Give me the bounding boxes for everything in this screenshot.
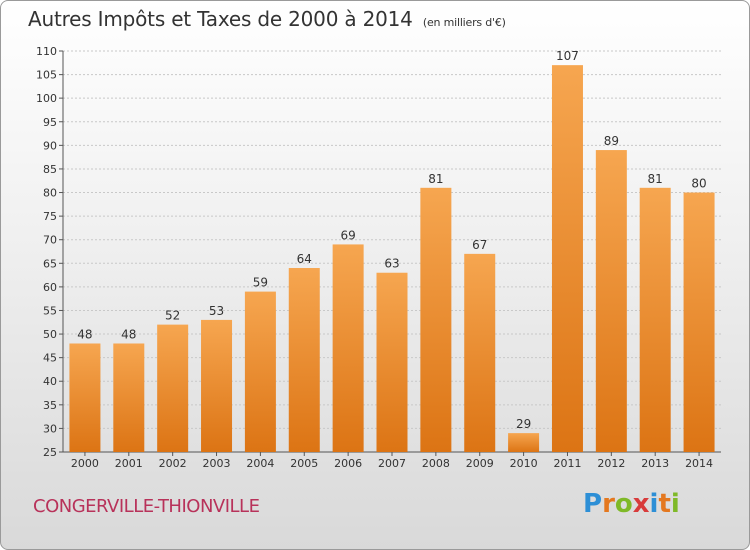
chart-unit: (en milliers d'€) <box>422 16 506 29</box>
data-label: 53 <box>209 304 224 318</box>
bar <box>595 150 627 452</box>
y-tick-label: 110 <box>36 45 57 58</box>
y-tick-label: 25 <box>43 446 57 459</box>
data-label: 59 <box>253 276 268 290</box>
data-label: 52 <box>165 309 180 323</box>
data-label: 107 <box>556 49 579 63</box>
brand-letter: t <box>658 489 671 519</box>
brand-letter: P <box>583 489 603 519</box>
data-label: 81 <box>648 172 663 186</box>
chart-title: Autres Impôts et Taxes de 2000 à 2014 (e… <box>28 7 506 31</box>
y-tick-label: 35 <box>43 399 57 412</box>
data-label: 69 <box>340 228 355 242</box>
y-tick-label: 30 <box>43 422 57 435</box>
bar <box>332 244 364 452</box>
brand-letter: r <box>602 489 615 519</box>
bar <box>288 268 320 452</box>
brand-letter: i <box>670 489 680 519</box>
commune-name: CONGERVILLE-THIONVILLE <box>33 496 260 517</box>
data-label: 80 <box>691 177 706 191</box>
data-label: 64 <box>297 252 312 266</box>
x-tick-label: 2012 <box>597 457 625 470</box>
x-tick-label: 2007 <box>378 457 406 470</box>
bars <box>69 65 715 452</box>
y-tick-label: 40 <box>43 375 57 388</box>
x-tick-label: 2014 <box>685 457 713 470</box>
y-tick-label: 85 <box>43 163 57 176</box>
data-label: 67 <box>472 238 487 252</box>
bar <box>201 319 233 452</box>
x-tick-label: 2002 <box>159 457 187 470</box>
bar <box>157 324 189 452</box>
proxiti-logo: Proxiti <box>583 489 680 519</box>
x-tick-label: 2013 <box>641 457 669 470</box>
bar <box>551 65 583 452</box>
chart-title-text: Autres Impôts et Taxes de 2000 à 2014 <box>28 7 413 31</box>
bar <box>244 291 276 452</box>
x-tick-label: 2009 <box>466 457 494 470</box>
x-tick-label: 2011 <box>553 457 581 470</box>
y-tick-label: 55 <box>43 304 57 317</box>
data-label: 29 <box>516 417 531 431</box>
y-tick-label: 105 <box>36 69 57 82</box>
x-tick-label: 2004 <box>246 457 274 470</box>
data-label: 63 <box>384 257 399 271</box>
brand-letter: x <box>632 489 650 519</box>
bar <box>508 433 540 452</box>
data-label: 48 <box>121 327 136 341</box>
bar <box>464 253 496 452</box>
data-label: 81 <box>428 172 443 186</box>
bar <box>420 187 452 452</box>
brand-letter: i <box>649 489 659 519</box>
y-tick-label: 70 <box>43 234 57 247</box>
bar <box>113 343 145 452</box>
bar <box>376 272 408 452</box>
bar <box>683 192 715 452</box>
x-tick-label: 2005 <box>290 457 318 470</box>
x-tick-label: 2001 <box>115 457 143 470</box>
labels: 25 30 35 40 45 50 55 60 65 70 75 80 85 90 95 100 105 110 4… <box>36 45 713 470</box>
bar <box>69 343 101 452</box>
y-tick-label: 90 <box>43 139 57 152</box>
y-tick-label: 65 <box>43 257 57 270</box>
y-tick-label: 100 <box>36 92 57 105</box>
x-tick-label: 2008 <box>422 457 450 470</box>
x-tick-label: 2003 <box>203 457 231 470</box>
data-label: 89 <box>604 134 619 148</box>
y-tick-label: 45 <box>43 352 57 365</box>
brand-letter: o <box>614 489 633 519</box>
x-tick-label: 2006 <box>334 457 362 470</box>
y-tick-label: 75 <box>43 210 57 223</box>
y-tick-label: 50 <box>43 328 57 341</box>
data-label: 48 <box>77 327 92 341</box>
x-tick-label: 2000 <box>71 457 99 470</box>
x-tick-label: 2010 <box>510 457 538 470</box>
y-tick-label: 80 <box>43 187 57 200</box>
y-tick-label: 60 <box>43 281 57 294</box>
bar <box>639 187 671 452</box>
y-tick-label: 95 <box>43 116 57 129</box>
